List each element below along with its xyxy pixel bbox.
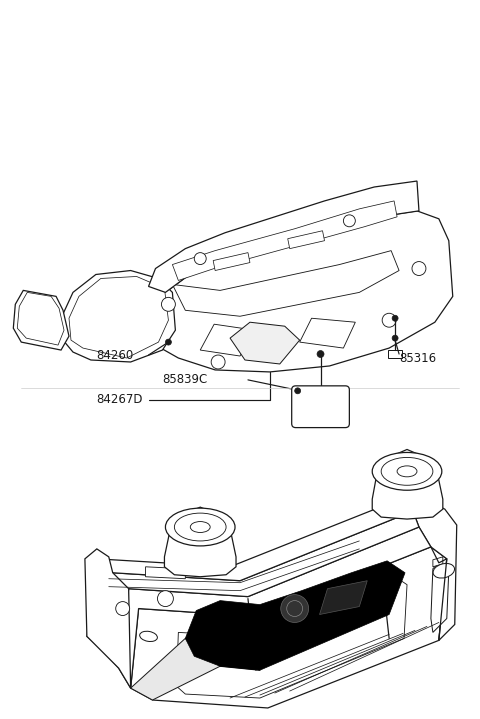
Ellipse shape bbox=[397, 466, 417, 477]
Polygon shape bbox=[148, 181, 419, 293]
Polygon shape bbox=[300, 319, 355, 348]
FancyBboxPatch shape bbox=[292, 386, 349, 428]
Polygon shape bbox=[431, 563, 449, 633]
Polygon shape bbox=[172, 201, 397, 280]
Polygon shape bbox=[103, 511, 419, 668]
Polygon shape bbox=[17, 293, 64, 345]
Circle shape bbox=[161, 298, 175, 311]
Polygon shape bbox=[69, 277, 168, 358]
Polygon shape bbox=[172, 251, 399, 316]
Polygon shape bbox=[61, 270, 175, 362]
Ellipse shape bbox=[381, 457, 433, 485]
Circle shape bbox=[392, 315, 398, 321]
Circle shape bbox=[392, 335, 398, 341]
Ellipse shape bbox=[433, 564, 455, 578]
Polygon shape bbox=[230, 322, 300, 364]
Polygon shape bbox=[200, 324, 255, 356]
Polygon shape bbox=[213, 252, 250, 270]
Polygon shape bbox=[320, 581, 367, 615]
Polygon shape bbox=[119, 527, 431, 688]
Ellipse shape bbox=[174, 513, 226, 541]
Polygon shape bbox=[413, 501, 457, 641]
Polygon shape bbox=[131, 638, 220, 700]
Circle shape bbox=[211, 355, 225, 369]
Text: 85316: 85316 bbox=[399, 352, 436, 365]
Text: 85839C: 85839C bbox=[162, 373, 208, 386]
Polygon shape bbox=[165, 507, 236, 577]
Polygon shape bbox=[87, 498, 413, 650]
Circle shape bbox=[295, 388, 300, 394]
Text: 84267D: 84267D bbox=[96, 393, 143, 406]
Circle shape bbox=[157, 590, 173, 607]
Circle shape bbox=[382, 313, 396, 327]
Circle shape bbox=[287, 600, 302, 616]
Polygon shape bbox=[131, 547, 447, 708]
Circle shape bbox=[281, 595, 309, 623]
Polygon shape bbox=[388, 350, 402, 358]
Circle shape bbox=[194, 252, 206, 265]
Polygon shape bbox=[176, 577, 407, 698]
Ellipse shape bbox=[166, 508, 235, 546]
Ellipse shape bbox=[372, 452, 442, 490]
Polygon shape bbox=[153, 211, 453, 372]
Circle shape bbox=[166, 339, 171, 345]
Polygon shape bbox=[288, 231, 324, 249]
Circle shape bbox=[116, 602, 130, 615]
Polygon shape bbox=[85, 549, 131, 688]
Polygon shape bbox=[372, 449, 443, 519]
Ellipse shape bbox=[190, 521, 210, 533]
Circle shape bbox=[343, 215, 355, 226]
Circle shape bbox=[317, 351, 324, 357]
Polygon shape bbox=[185, 561, 405, 670]
Circle shape bbox=[412, 262, 426, 275]
Polygon shape bbox=[433, 557, 443, 567]
Text: 84260: 84260 bbox=[96, 349, 133, 362]
Polygon shape bbox=[145, 567, 185, 579]
Ellipse shape bbox=[140, 631, 157, 641]
Polygon shape bbox=[13, 290, 69, 350]
